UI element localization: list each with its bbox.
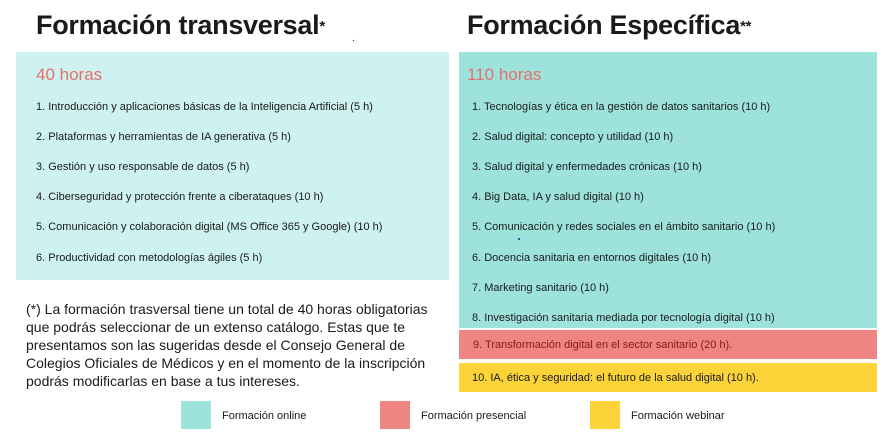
transversal-footnote: (*) La formación trasversal tiene un tot… <box>26 301 428 389</box>
especifica-hours: 110 horas <box>467 65 542 84</box>
especifica-panel: 110 horas 1. Tecnologías y ética en la g… <box>459 52 877 328</box>
especifica-item: 7. Marketing sanitario (10 h) <box>472 282 609 294</box>
legend-webinar-label: Formación webinar <box>631 410 725 422</box>
legend-online-swatch <box>181 401 211 429</box>
especifica-item: 8. Investigación sanitaria mediada por t… <box>472 312 775 324</box>
transversal-item: 3. Gestión y uso responsable de datos (5… <box>36 161 250 173</box>
especifica-item: 2. Salud digital: concepto y utilidad (1… <box>472 131 674 143</box>
webinar-course-band: 10. IA, ética y seguridad: el futuro de … <box>459 363 877 392</box>
especifica-title-text: Formación Específica <box>467 10 741 40</box>
legend-webinar-swatch <box>590 401 620 429</box>
especifica-item-9: 9. Transformación digital en el sector s… <box>473 339 733 351</box>
especifica-title: Formación Específica** <box>467 10 751 41</box>
especifica-title-mark: ** <box>740 18 752 35</box>
transversal-title: Formación transversal* <box>36 10 325 41</box>
transversal-item: 6. Productividad con metodologías ágiles… <box>36 252 263 264</box>
transversal-panel: 40 horas 1. Introducción y aplicaciones … <box>16 52 449 280</box>
especifica-item: 4. Big Data, IA y salud digital (10 h) <box>472 191 644 203</box>
especifica-item-10: 10. IA, ética y seguridad: el futuro de … <box>472 372 759 384</box>
stray-dot: . <box>352 33 355 44</box>
transversal-title-text: Formación transversal <box>36 10 320 40</box>
blue-speck <box>518 238 520 240</box>
legend-presencial-swatch <box>380 401 410 429</box>
presencial-course-band: 9. Transformación digital en el sector s… <box>459 330 877 359</box>
transversal-item: 5. Comunicación y colaboración digital (… <box>36 221 383 233</box>
especifica-item: 5. Comunicación y redes sociales en el á… <box>472 221 776 233</box>
transversal-title-mark: * <box>319 18 325 35</box>
legend-presencial-label: Formación presencial <box>421 410 527 422</box>
legend-online-label: Formación online <box>222 410 307 422</box>
especifica-item: 1. Tecnologías y ética en la gestión de … <box>472 101 771 113</box>
especifica-item: 3. Salud digital y enfermedades crónicas… <box>472 161 702 173</box>
transversal-hours: 40 horas <box>36 65 103 84</box>
transversal-item: 4. Ciberseguridad y protección frente a … <box>36 191 324 203</box>
transversal-item: 2. Plataformas y herramientas de IA gene… <box>36 131 291 143</box>
especifica-item: 6. Docencia sanitaria en entornos digita… <box>472 252 712 264</box>
transversal-item: 1. Introducción y aplicaciones básicas d… <box>36 101 373 113</box>
